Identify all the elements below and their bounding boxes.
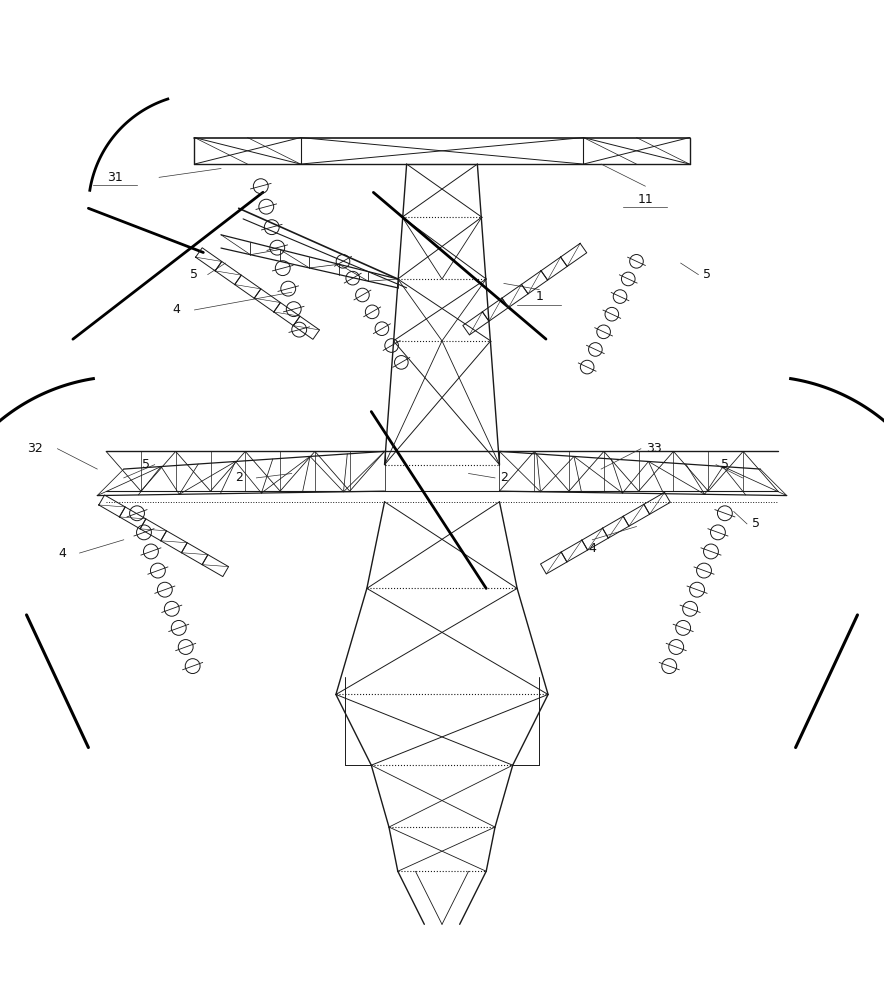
Text: 5: 5	[703, 268, 712, 281]
Text: 5: 5	[141, 458, 150, 471]
Text: 4: 4	[589, 542, 596, 555]
Text: 2: 2	[235, 471, 242, 484]
Text: 4: 4	[58, 547, 65, 560]
Text: 4: 4	[173, 303, 180, 316]
Text: 5: 5	[720, 458, 729, 471]
Text: 32: 32	[27, 442, 43, 455]
Text: 5: 5	[751, 517, 760, 530]
Text: 5: 5	[190, 268, 199, 281]
Text: 11: 11	[637, 193, 653, 206]
Text: 31: 31	[107, 171, 123, 184]
Text: 1: 1	[536, 290, 543, 303]
Text: 2: 2	[500, 471, 507, 484]
Text: 33: 33	[646, 442, 662, 455]
